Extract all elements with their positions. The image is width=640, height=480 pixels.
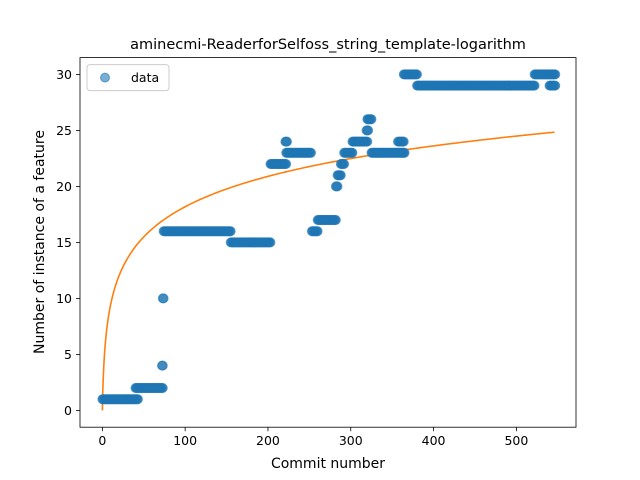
x-axis-ticks: 0 100 200 300 400 500	[98, 427, 528, 448]
data-point	[550, 69, 561, 80]
data-point	[132, 394, 143, 405]
data-point	[412, 69, 423, 80]
data-points-layer	[97, 69, 561, 405]
data-point	[529, 80, 540, 91]
data-point	[398, 136, 409, 147]
data-point	[347, 147, 358, 158]
x-tick-label: 200	[256, 433, 280, 448]
y-tick-label: 5	[64, 347, 72, 362]
y-tick-label: 25	[56, 123, 72, 138]
chart-title: aminecmi-ReaderforSelfoss_string_templat…	[130, 37, 526, 53]
legend-marker-data	[100, 72, 110, 83]
y-tick-label: 0	[64, 403, 72, 418]
data-point	[157, 360, 168, 371]
data-point	[282, 136, 293, 147]
data-point	[332, 181, 343, 192]
data-point	[363, 125, 374, 136]
legend-entry-data: data	[131, 70, 159, 85]
data-point	[312, 226, 323, 237]
fit-curve-layer	[101, 131, 555, 411]
data-point	[158, 293, 169, 304]
data-point	[339, 159, 350, 169]
y-tick-label: 30	[56, 67, 72, 82]
plot-area	[80, 57, 576, 428]
data-point	[399, 147, 410, 158]
data-point	[225, 226, 236, 237]
y-tick-label: 20	[56, 179, 72, 194]
x-tick-label: 100	[173, 433, 197, 448]
data-point	[330, 215, 341, 225]
legend-box	[86, 64, 170, 92]
data-point	[281, 159, 292, 169]
data-point	[335, 170, 346, 181]
data-point	[306, 147, 317, 158]
legend: data	[86, 64, 170, 92]
fit-curve	[101, 131, 555, 411]
data-point	[550, 80, 561, 91]
x-tick-label: 0	[98, 433, 106, 448]
x-tick-label: 500	[504, 433, 528, 448]
y-tick-label: 10	[56, 291, 72, 306]
x-tick-label: 300	[339, 433, 363, 448]
x-axis-label: Commit number	[271, 456, 385, 472]
y-axis-label: Number of instance of a feature	[32, 130, 48, 354]
data-point	[157, 383, 168, 393]
data-point	[362, 136, 373, 147]
y-axis-ticks: 0 5 10 15 20 25 30	[56, 67, 80, 418]
data-point	[265, 237, 276, 248]
x-tick-label: 400	[422, 433, 446, 448]
data-point	[366, 114, 377, 125]
y-tick-label: 15	[56, 235, 72, 250]
